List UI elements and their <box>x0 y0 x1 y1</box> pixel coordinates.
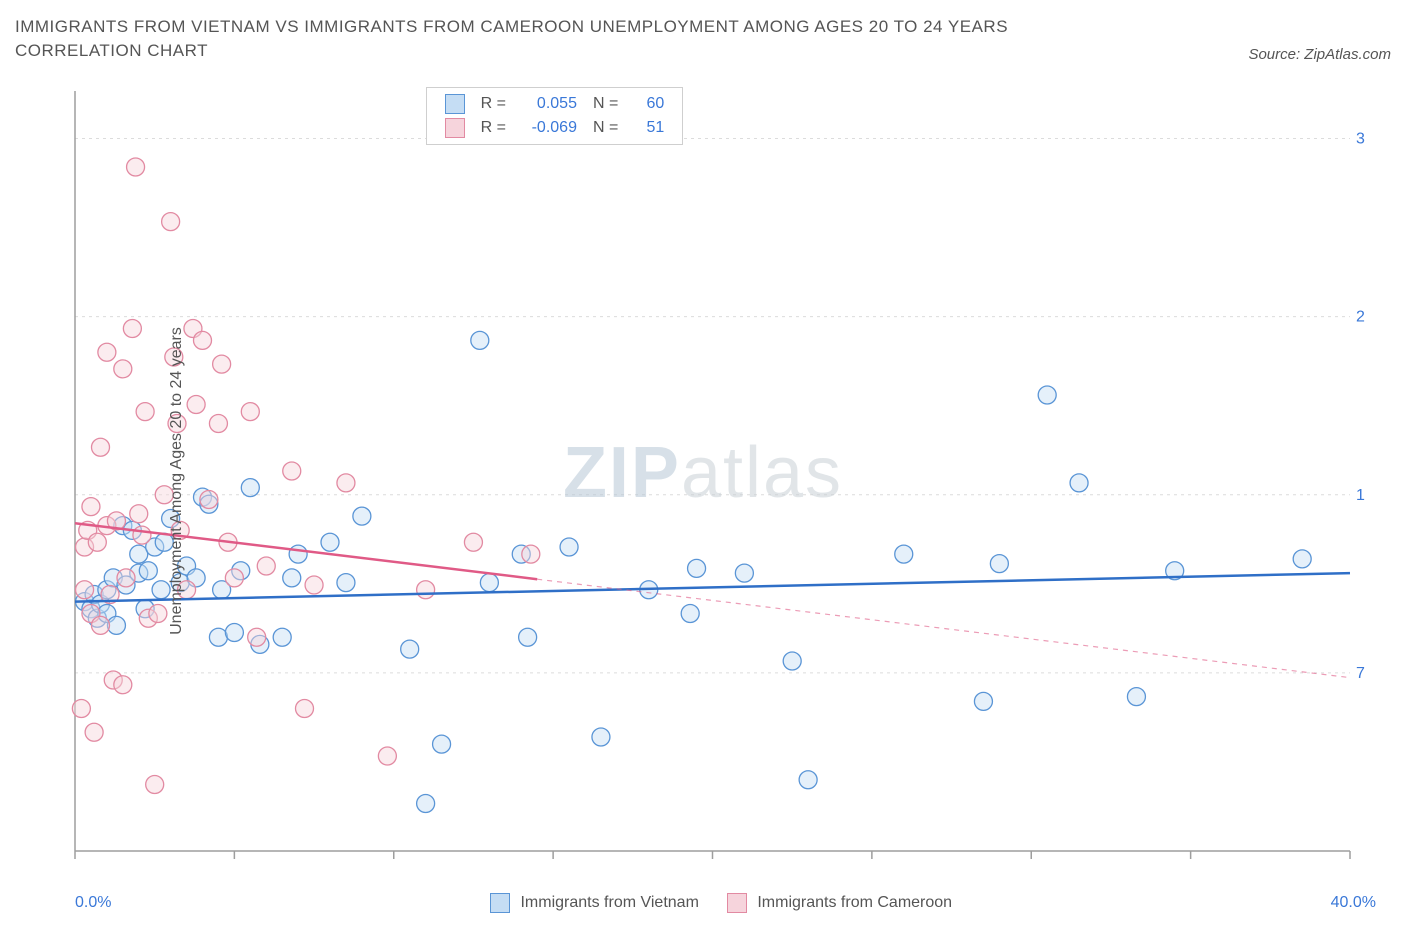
legend-item: Immigrants from Vietnam <box>490 893 699 913</box>
svg-text:22.5%: 22.5% <box>1356 308 1365 325</box>
series-legend: Immigrants from Vietnam Immigrants from … <box>111 893 1330 913</box>
x-axis-min-label: 0.0% <box>75 894 111 912</box>
y-axis-label: Unemployment Among Ages 20 to 24 years <box>168 327 186 635</box>
legend-item: Immigrants from Cameroon <box>727 893 952 913</box>
svg-text:7.5%: 7.5% <box>1356 664 1365 681</box>
chart-title: IMMIGRANTS FROM VIETNAM VS IMMIGRANTS FR… <box>15 15 1115 63</box>
chart-container: Unemployment Among Ages 20 to 24 years Z… <box>15 71 1391 891</box>
svg-text:30.0%: 30.0% <box>1356 130 1365 147</box>
source-label: Source: ZipAtlas.com <box>1248 46 1391 63</box>
svg-text:15.0%: 15.0% <box>1356 486 1365 503</box>
scatter-chart: 7.5% 15.0% 22.5% 30.0% <box>15 71 1365 891</box>
stats-legend: R =0.055N =60R =-0.069N =51 <box>426 87 684 145</box>
x-axis-max-label: 40.0% <box>1331 894 1376 912</box>
